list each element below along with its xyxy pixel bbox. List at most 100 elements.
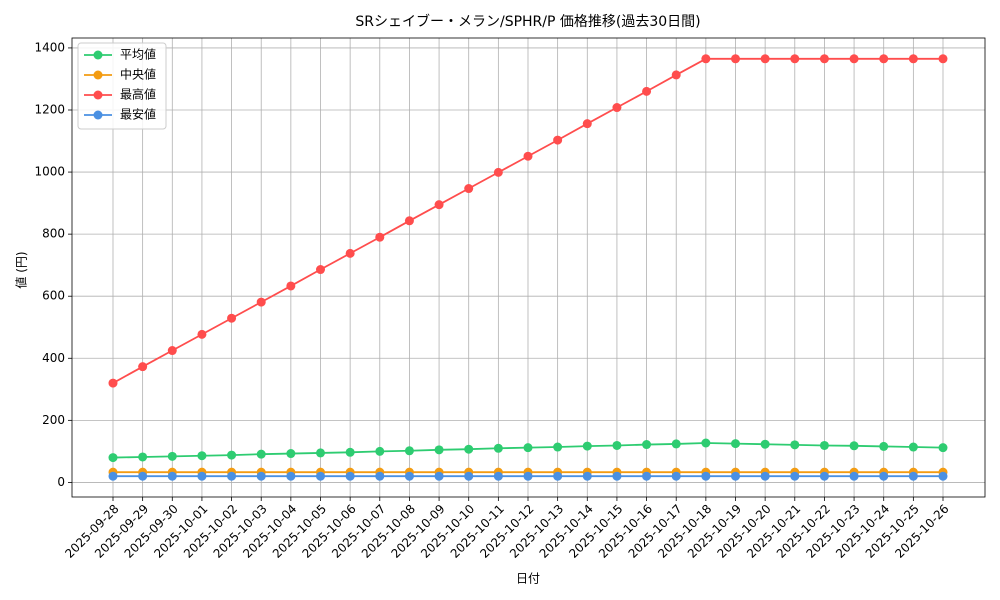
point	[197, 329, 207, 339]
point	[316, 448, 325, 458]
point	[167, 451, 177, 461]
point	[612, 471, 622, 481]
point	[908, 54, 918, 64]
y-tick-label: 800	[42, 227, 65, 241]
point	[227, 471, 237, 481]
point	[523, 443, 533, 453]
plot-frame	[71, 37, 986, 498]
legend-marker	[93, 70, 103, 80]
point	[108, 471, 118, 481]
point	[879, 471, 889, 481]
point	[375, 471, 385, 481]
point	[434, 445, 444, 455]
point	[671, 439, 681, 449]
point	[316, 265, 325, 275]
point	[760, 471, 770, 481]
point	[642, 440, 652, 450]
point	[434, 200, 444, 210]
point	[582, 441, 592, 451]
point	[227, 313, 237, 323]
y-tick-label: 200	[42, 413, 65, 427]
point	[553, 442, 563, 452]
y-tick-label: 1200	[34, 103, 65, 117]
point	[819, 440, 829, 450]
point	[316, 471, 325, 481]
y-tick-label: 1400	[34, 40, 65, 54]
point	[938, 471, 948, 481]
point	[523, 151, 533, 161]
legend-marker	[93, 50, 103, 60]
legend-frame	[77, 42, 167, 130]
point	[108, 378, 118, 388]
point	[701, 438, 711, 448]
point	[404, 446, 414, 456]
point	[523, 471, 533, 481]
point	[908, 442, 918, 452]
point	[938, 54, 948, 64]
point	[493, 167, 503, 177]
point	[879, 441, 889, 451]
point	[612, 103, 622, 113]
legend-label: 最安値	[120, 107, 156, 122]
point	[582, 471, 592, 481]
point	[671, 471, 681, 481]
legend-label: 中央値	[120, 67, 156, 82]
point	[819, 54, 829, 64]
point	[582, 119, 592, 129]
point	[108, 453, 118, 463]
point	[908, 471, 918, 481]
point	[286, 281, 296, 291]
point	[197, 471, 207, 481]
point	[760, 439, 770, 449]
point	[493, 471, 503, 481]
point	[375, 446, 385, 456]
point	[286, 449, 296, 459]
point	[790, 54, 800, 64]
point	[701, 471, 711, 481]
point	[464, 184, 474, 194]
point	[642, 86, 652, 96]
point	[760, 54, 770, 64]
point	[879, 54, 889, 64]
y-axis-label: 値 (円)	[14, 251, 29, 288]
point	[701, 54, 711, 64]
point	[375, 232, 385, 242]
y-tick-label: 600	[42, 289, 65, 303]
y-tick-label: 1000	[34, 165, 65, 179]
point	[404, 216, 414, 226]
point	[671, 70, 681, 80]
point	[256, 471, 266, 481]
point	[345, 447, 355, 457]
point	[138, 471, 148, 481]
point	[345, 248, 355, 258]
legend-label: 平均値	[120, 47, 156, 62]
point	[256, 297, 266, 307]
y-tick-label: 400	[42, 351, 65, 365]
point	[938, 443, 948, 453]
point	[138, 452, 148, 462]
point	[553, 135, 563, 145]
point	[731, 439, 740, 449]
point	[849, 441, 859, 451]
point	[493, 443, 503, 453]
point	[849, 471, 859, 481]
point	[167, 471, 177, 481]
point	[790, 471, 800, 481]
point	[553, 471, 563, 481]
point	[731, 471, 740, 481]
point	[612, 440, 622, 450]
point	[434, 471, 444, 481]
legend-label: 最高値	[120, 87, 156, 102]
chart-title: SRシェイブー・メラン/SPHR/P 価格推移(過去30日間)	[355, 13, 700, 30]
legend-marker	[93, 90, 103, 100]
point	[731, 54, 740, 64]
point	[197, 451, 207, 461]
point	[286, 471, 296, 481]
point	[464, 471, 474, 481]
legend-marker	[93, 110, 103, 120]
point	[642, 471, 652, 481]
point	[404, 471, 414, 481]
point	[256, 449, 266, 459]
